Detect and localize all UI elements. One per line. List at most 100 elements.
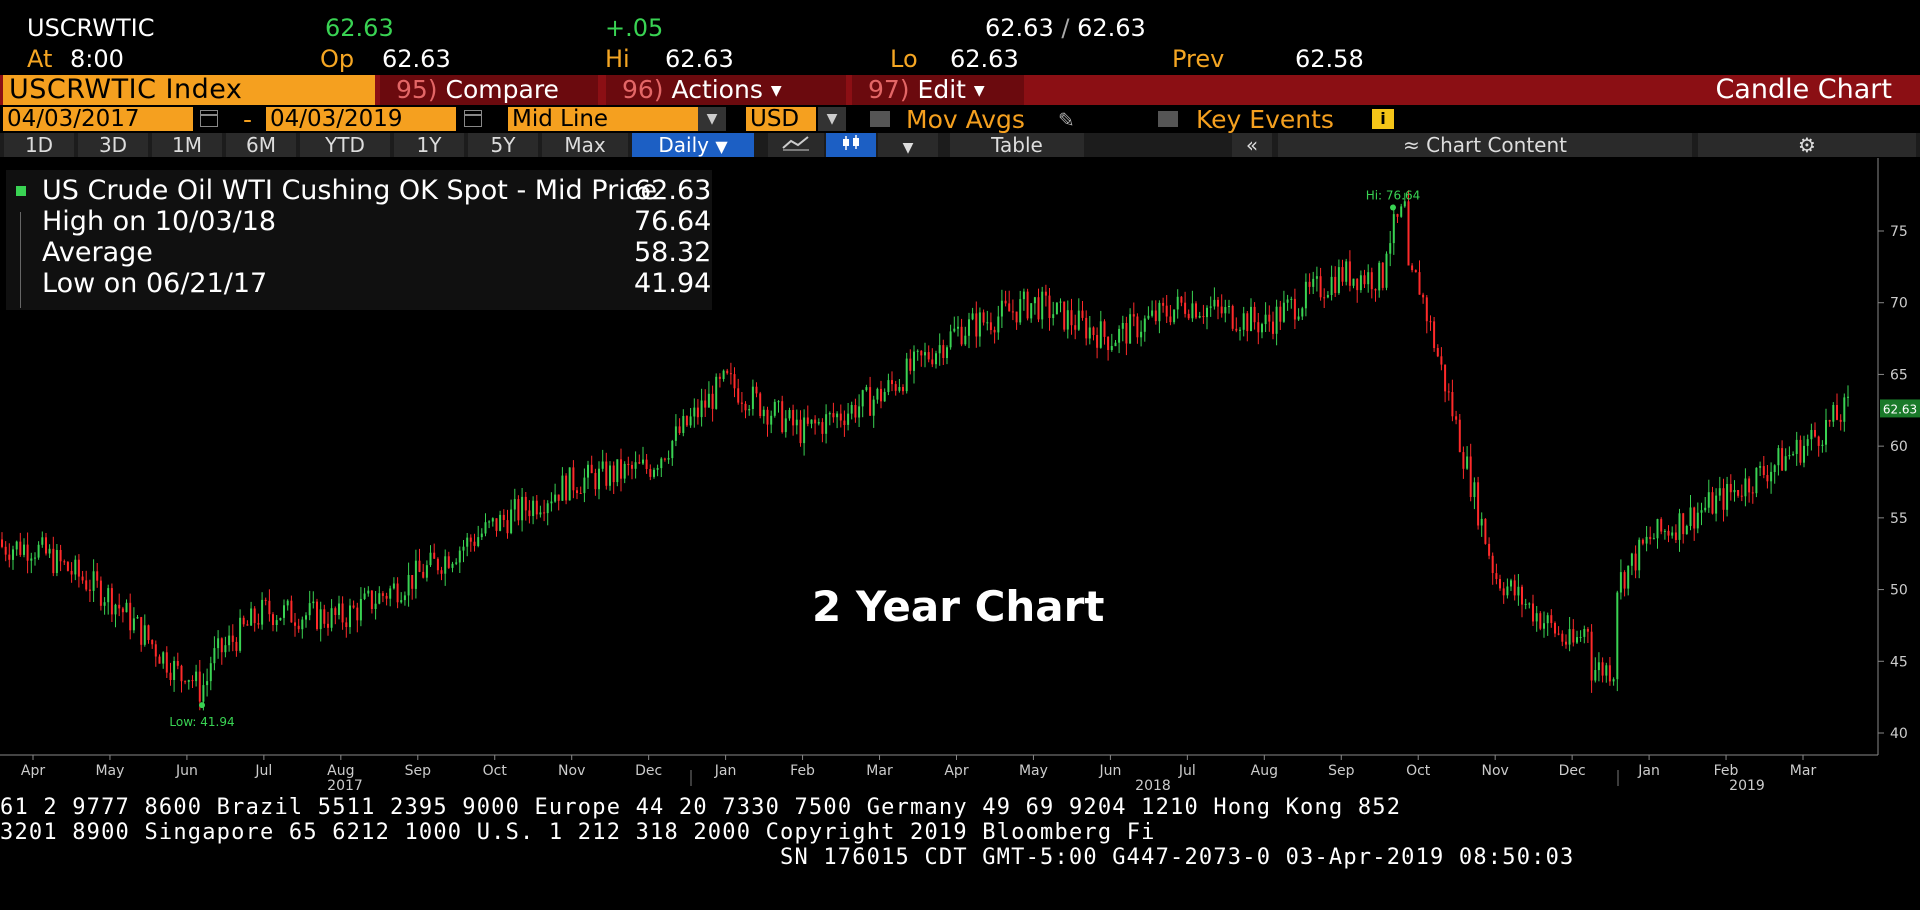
candle-body bbox=[1806, 439, 1809, 446]
candle-body bbox=[1337, 267, 1340, 293]
net-change: +.05 bbox=[605, 14, 664, 42]
candle-body bbox=[1114, 342, 1117, 347]
period-max-button[interactable]: Max bbox=[542, 133, 628, 157]
x-tick-label: Feb bbox=[1714, 763, 1739, 779]
table-button[interactable]: Table bbox=[950, 133, 1084, 157]
key-events-label: Key Events bbox=[1196, 105, 1334, 134]
candle-body bbox=[264, 599, 267, 601]
y-tick-label: 75 bbox=[1890, 224, 1908, 240]
candle-body bbox=[294, 622, 296, 626]
candle-body bbox=[1044, 291, 1047, 296]
line-chart-icon[interactable] bbox=[768, 133, 824, 157]
candle-body bbox=[253, 608, 256, 624]
candle-body bbox=[151, 640, 154, 645]
collapse-icon[interactable]: « bbox=[1232, 133, 1272, 157]
currency-select[interactable]: USD bbox=[746, 107, 816, 131]
candle-body bbox=[147, 625, 150, 640]
candle-body bbox=[1502, 588, 1505, 596]
candle-body bbox=[1370, 272, 1373, 290]
actions-number: 96) bbox=[622, 75, 664, 104]
candle-body bbox=[748, 409, 751, 411]
key-events-checkbox[interactable] bbox=[1158, 111, 1178, 127]
actions-button[interactable]: 96) Actions ▼ bbox=[606, 75, 846, 105]
candle-body bbox=[202, 685, 205, 702]
candle-body bbox=[1272, 321, 1274, 334]
candle-body bbox=[649, 469, 652, 477]
candle-body bbox=[440, 570, 443, 574]
candle-body bbox=[872, 399, 875, 416]
candle-body bbox=[1147, 315, 1150, 319]
period-6m-button[interactable]: 6M bbox=[226, 133, 296, 157]
quote-time: 8:00 bbox=[70, 45, 124, 73]
candle-body bbox=[532, 500, 535, 516]
candle-body bbox=[1506, 586, 1509, 596]
footer-line-3: SN 176015 CDT GMT-5:00 G447-2073-0 03-Ap… bbox=[780, 845, 1575, 870]
candle-body bbox=[1594, 670, 1597, 681]
period-1y-button[interactable]: 1Y bbox=[394, 133, 464, 157]
last-value-label: 62.63 bbox=[1883, 402, 1917, 416]
candle-body bbox=[517, 499, 520, 521]
frequency-select[interactable]: Daily ▼ bbox=[632, 133, 754, 157]
candle-body bbox=[1195, 303, 1197, 318]
candle-body bbox=[499, 514, 502, 531]
high-label: High on 10/03/18 bbox=[42, 206, 277, 237]
price-chart[interactable]: 40 45 50 55 60 65 70 75 Apr May Jun Jul Aug Sep Oct Nov… bbox=[0, 158, 1920, 798]
candle-body bbox=[971, 313, 974, 320]
candle-body bbox=[92, 571, 95, 591]
candle-body bbox=[30, 558, 33, 561]
candle-body bbox=[788, 410, 791, 419]
chart-content-button[interactable]: ≈ Chart Content bbox=[1278, 133, 1692, 157]
candle-body bbox=[1451, 392, 1454, 417]
candle-body bbox=[136, 617, 139, 619]
pencil-icon[interactable]: ✎ bbox=[1058, 108, 1075, 132]
mov-avgs-checkbox[interactable] bbox=[870, 111, 890, 127]
compare-button[interactable]: 95) Compare bbox=[380, 75, 598, 105]
calendar-icon[interactable] bbox=[200, 110, 218, 127]
period-ytd-button[interactable]: YTD bbox=[300, 133, 390, 157]
chart-axes: 40 45 50 55 60 65 70 75 Apr May Jun Jul Aug Sep Oct Nov… bbox=[0, 158, 1908, 794]
candle-body bbox=[308, 603, 311, 616]
period-1d-button[interactable]: 1D bbox=[4, 133, 74, 157]
candle-body bbox=[1367, 272, 1370, 285]
candle-body bbox=[660, 458, 663, 469]
candle-chart-icon[interactable] bbox=[826, 133, 876, 157]
candle-body bbox=[1436, 348, 1439, 357]
lo-label: Lo bbox=[890, 45, 918, 73]
x-tick-label: Jun bbox=[1098, 763, 1121, 779]
candle-body bbox=[1422, 294, 1425, 298]
chevron-down-icon[interactable]: ▼ bbox=[698, 107, 726, 131]
candle-body bbox=[173, 661, 176, 680]
candle-body bbox=[1722, 488, 1725, 510]
start-date-field[interactable]: 04/03/2017 bbox=[3, 107, 193, 131]
security-field[interactable]: USCRWTIC Index bbox=[3, 75, 375, 105]
info-icon[interactable]: i bbox=[1372, 109, 1394, 129]
candle-body bbox=[744, 403, 747, 411]
prev-value: 62.58 bbox=[1295, 45, 1364, 73]
period-5y-button[interactable]: 5Y bbox=[468, 133, 538, 157]
line-mode-select[interactable]: Mid Line bbox=[508, 107, 698, 131]
candle-body bbox=[1546, 615, 1549, 624]
x-tick-label: Jan bbox=[1637, 763, 1660, 779]
chevron-down-icon[interactable]: ▼ bbox=[878, 133, 938, 157]
candle-body bbox=[935, 353, 937, 365]
high-marker bbox=[1390, 204, 1396, 211]
candle-body bbox=[737, 388, 740, 403]
period-3d-button[interactable]: 3D bbox=[78, 133, 148, 157]
candle-body bbox=[1121, 323, 1124, 329]
candle-body bbox=[1125, 323, 1128, 344]
period-1m-button[interactable]: 1M bbox=[152, 133, 222, 157]
candle-body bbox=[345, 622, 348, 627]
end-date-field[interactable]: 04/03/2019 bbox=[266, 107, 456, 131]
candle-body bbox=[462, 546, 465, 551]
candle-body bbox=[81, 576, 84, 581]
gear-icon[interactable]: ⚙ bbox=[1698, 133, 1916, 157]
chevron-down-icon[interactable]: ▼ bbox=[818, 107, 846, 131]
edit-button[interactable]: 97) Edit ▼ bbox=[852, 75, 1024, 105]
calendar-icon[interactable] bbox=[464, 110, 482, 127]
x-tick-label: Aug bbox=[327, 763, 354, 779]
date-dash: - bbox=[243, 105, 253, 134]
candle-body bbox=[700, 400, 703, 418]
candle-body bbox=[198, 671, 201, 702]
candle-body bbox=[224, 645, 227, 653]
candle-body bbox=[1733, 490, 1736, 493]
